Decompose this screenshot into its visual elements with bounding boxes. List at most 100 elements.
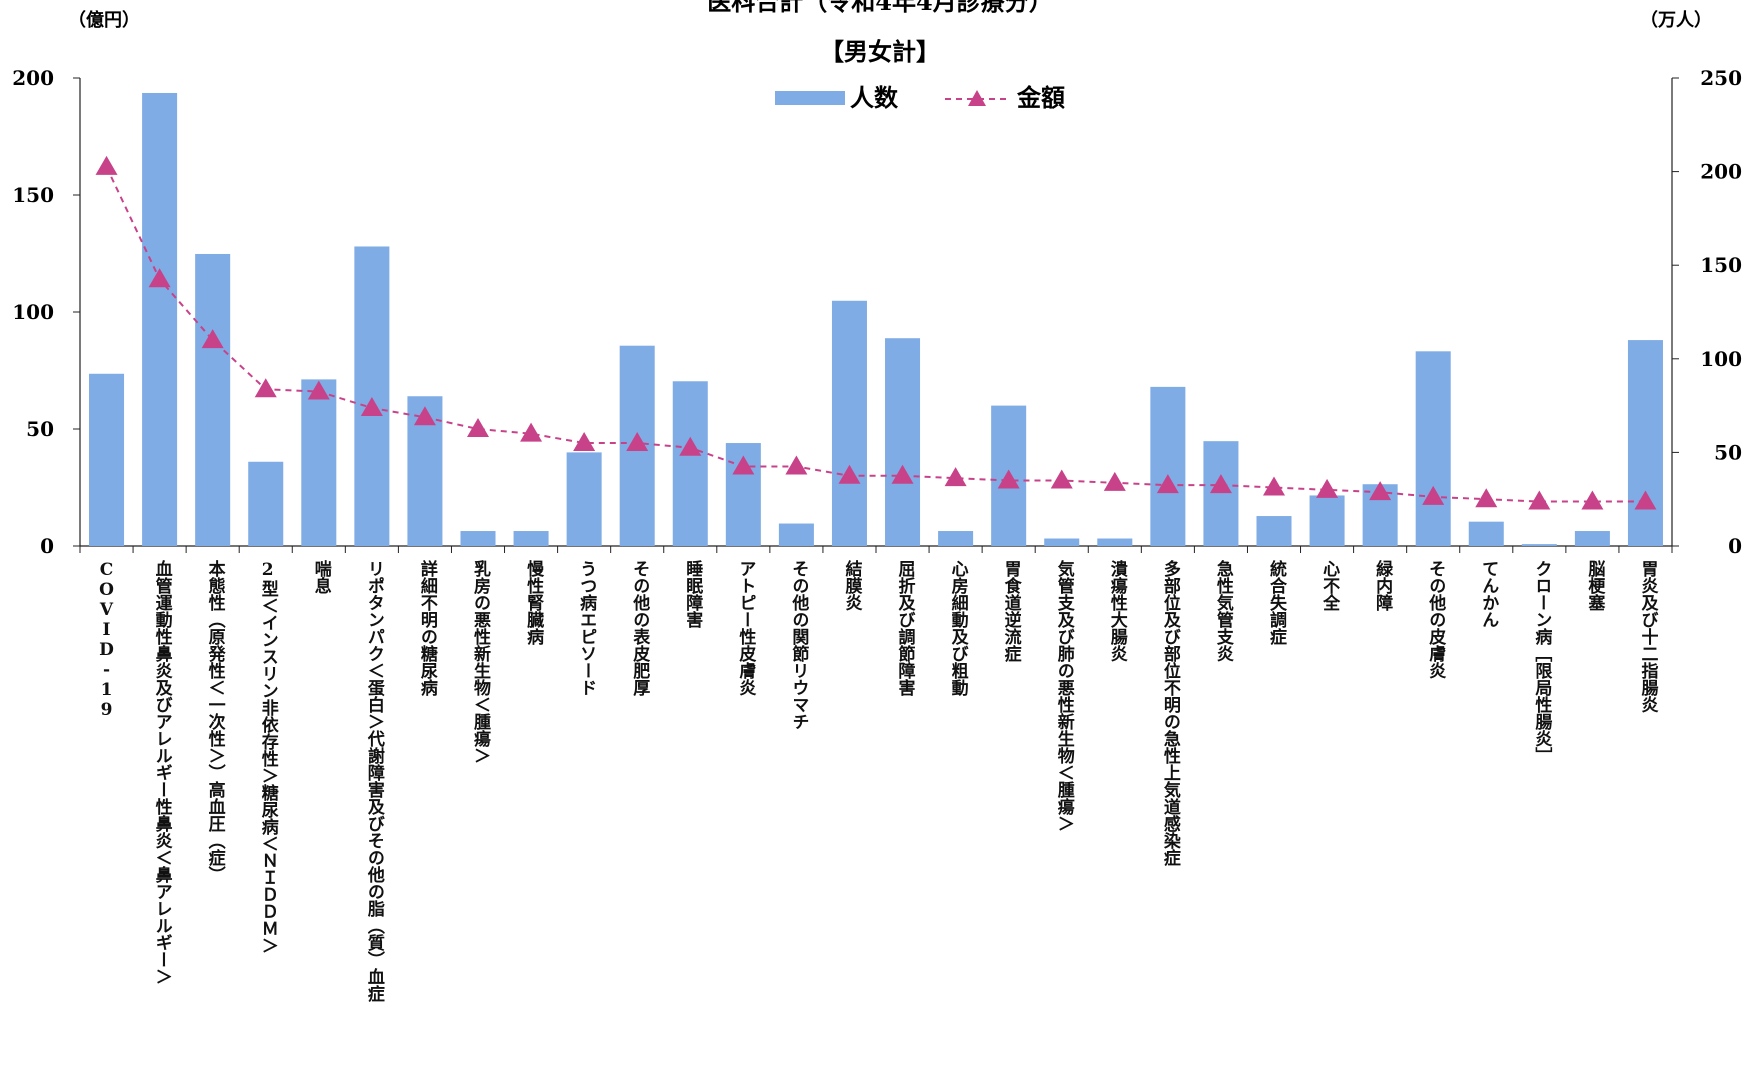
line-point: [1316, 478, 1339, 498]
bar: [778, 523, 814, 546]
category-label: 脳梗塞: [1584, 560, 1605, 611]
legend-marker-triangle: [968, 90, 986, 106]
line-point: [467, 418, 489, 437]
bar: [1256, 516, 1292, 546]
line-point: [573, 432, 596, 452]
right-axis-unit: （万人）: [1640, 10, 1712, 31]
line-point: [732, 455, 755, 475]
right-tick-label: 250: [1700, 66, 1742, 90]
line-point: [626, 432, 649, 452]
bar-series: [89, 92, 1663, 547]
category-label: 統合失調症: [1266, 560, 1286, 645]
bar: [1309, 495, 1345, 546]
line-point: [1156, 474, 1179, 494]
legend-label-bars: 人数: [850, 83, 899, 112]
line-point: [785, 455, 808, 475]
category-label: 2型＜インスリン非依存性＞糖尿病＜ＮＩＤＤＭ＞: [257, 560, 278, 954]
left-tick-label: 0: [40, 534, 54, 558]
category-label: 慢性腎臓病: [523, 560, 544, 645]
amount-line: [105, 166, 1646, 503]
line-point: [997, 469, 1020, 489]
category-label: 心房細動及び粗動: [947, 560, 968, 696]
category-label: てんかん: [1478, 560, 1499, 628]
category-label: 多部位及び部位不明の急性上気道感染症: [1159, 560, 1180, 866]
bar: [354, 246, 390, 547]
category-label: その他の皮膚炎: [1425, 560, 1446, 679]
left-axis-unit: （億円）: [68, 9, 140, 31]
category-label: 詳細不明の糖尿病: [416, 560, 437, 696]
bar: [831, 300, 867, 546]
legend-swatch-bars: [775, 91, 845, 105]
legend: 人数 金額: [775, 83, 1065, 112]
category-label: リポタンパク＜蛋白＞代謝障害及びその他の脂（質）血症: [363, 560, 384, 1002]
axes: [73, 77, 1679, 553]
category-label: 緑内障: [1372, 560, 1393, 611]
bar: [89, 373, 125, 546]
bar: [1150, 386, 1186, 546]
bar: [142, 92, 178, 546]
category-label: 乳房の悪性新生物＜腫瘍＞: [470, 560, 490, 764]
chart-subtitle: 【男女計】: [820, 37, 940, 66]
line-point: [307, 380, 330, 400]
bar: [1203, 441, 1239, 546]
left-tick-label: 50: [26, 417, 54, 441]
category-label: 睡眠障害: [682, 560, 703, 628]
category-label: 急性気管支炎: [1212, 560, 1233, 662]
tick-labels: 0 50 100 150 200 0 50 100 150 200 250: [12, 66, 1742, 558]
bar: [672, 381, 708, 546]
line-point: [148, 268, 171, 288]
chart-title: 医科合計（令和4年4月診療分）: [707, 0, 1052, 16]
line-point: [520, 422, 543, 442]
right-tick-label: 100: [1700, 347, 1742, 371]
line-point: [1050, 469, 1073, 489]
bar: [248, 461, 284, 546]
line-point: [838, 464, 861, 484]
bar: [1627, 340, 1663, 546]
category-label: アトピー性皮膚炎: [735, 560, 756, 696]
bar: [938, 531, 974, 546]
line-point: [891, 464, 914, 484]
line-point: [1263, 476, 1285, 496]
category-label: 屈折及び調節障害: [894, 560, 915, 696]
line-point: [1581, 490, 1604, 510]
line-point: [1103, 471, 1126, 491]
line-point: [1475, 488, 1498, 508]
line-point: [1528, 490, 1551, 510]
line-point: [201, 329, 224, 349]
category-label: 結膜炎: [841, 560, 862, 611]
category-label: クローン病［限局性腸炎］: [1531, 560, 1552, 764]
right-tick-label: 50: [1714, 440, 1742, 464]
line-point: [1209, 474, 1232, 494]
line-point: [413, 406, 436, 426]
line-point: [360, 396, 383, 416]
left-tick-label: 150: [12, 183, 54, 207]
legend-label-line: 金額: [1016, 83, 1065, 112]
line-point: [254, 378, 277, 398]
category-label: うつ病エピソード: [576, 560, 597, 696]
category-label: COVID-19: [96, 560, 117, 720]
bar: [1415, 351, 1451, 546]
bar: [885, 338, 921, 546]
category-label: 胃食道逆流症: [1000, 560, 1021, 662]
bar: [566, 452, 602, 546]
bar: [301, 379, 337, 546]
category-label: 喘息: [310, 560, 331, 594]
bar: [1574, 531, 1610, 546]
line-series: [95, 155, 1657, 510]
category-label: その他の表皮肥厚: [629, 560, 650, 696]
bar: [1521, 544, 1557, 546]
line-point: [944, 467, 967, 487]
line-point: [1422, 485, 1445, 505]
line-point: [1369, 481, 1392, 501]
category-label: 心不全: [1319, 560, 1340, 611]
left-tick-label: 100: [12, 300, 54, 324]
category-label: 気管支及び肺の悪性新生物＜腫瘍＞: [1053, 560, 1074, 832]
bar: [1468, 521, 1504, 546]
bar: [1097, 538, 1133, 546]
category-label: その他の関節リウマチ: [788, 560, 809, 730]
category-label: 本態性（原発性＜一次性＞）高血圧（症）: [204, 560, 225, 883]
right-tick-label: 200: [1700, 160, 1742, 184]
right-tick-label: 150: [1700, 253, 1742, 277]
category-label: 血管運動性鼻炎及びアレルギー性鼻炎＜鼻アレルギー＞: [151, 560, 172, 985]
